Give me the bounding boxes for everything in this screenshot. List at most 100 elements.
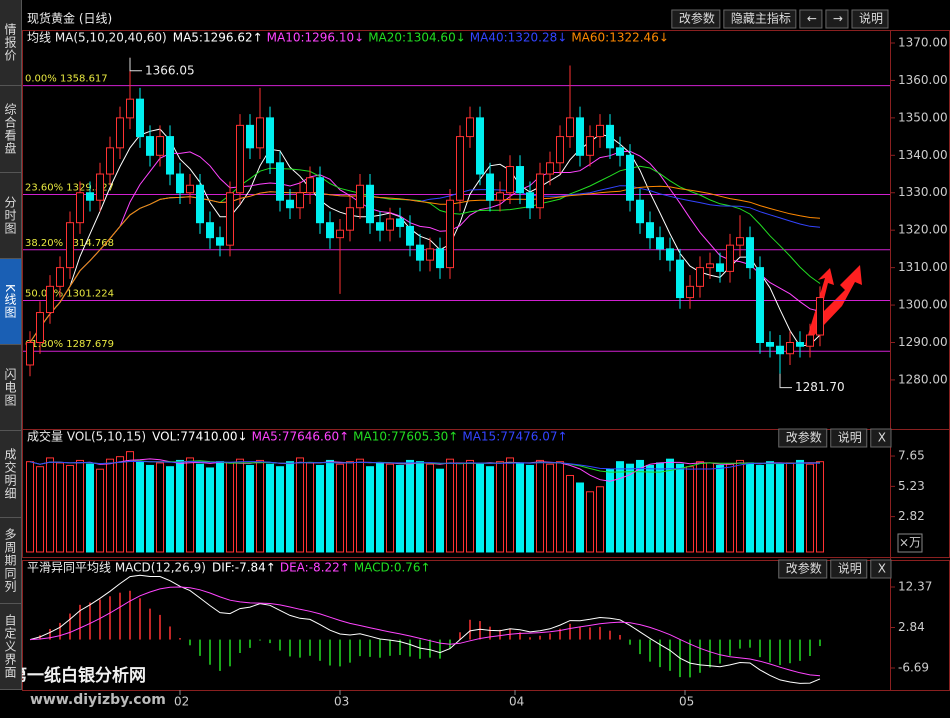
button-label[interactable]: X: [878, 562, 886, 576]
volume-bar: [336, 463, 344, 553]
button[interactable]: [870, 559, 892, 579]
candle-body: [636, 199, 644, 224]
y-tick-label: 7.65: [898, 449, 925, 463]
candle-body: [816, 297, 824, 336]
button[interactable]: [778, 559, 828, 579]
indicator-value: MA40:1320.28↓: [470, 31, 568, 45]
button-label[interactable]: 改参数: [679, 11, 715, 26]
candle-body: [216, 237, 224, 246]
candle-body: [136, 98, 144, 138]
x-tick-label: 03: [334, 695, 349, 709]
side-tab[interactable]: 分时图: [0, 173, 21, 259]
volume-bar: [456, 462, 464, 553]
fib-label: 61.80% 1287.679: [25, 339, 114, 350]
candle-body: [366, 184, 374, 224]
volume-bar: [266, 463, 274, 553]
dea-line: [29, 586, 821, 677]
volume-bar: [486, 466, 494, 553]
volume-bar: [706, 462, 714, 553]
volume-bar: [256, 459, 264, 553]
volume-bar: [216, 461, 224, 553]
sidebar: 情报价 综合看盘 分时图 K线图 闪电图 成交明细 多周期同列 自定义界面: [0, 0, 22, 690]
volume-bar: [346, 461, 354, 553]
button-label[interactable]: 说明: [838, 561, 862, 576]
watermark: 第一纸白银分析网: [10, 665, 146, 686]
side-tab[interactable]: 情报价: [0, 0, 21, 87]
volume-bar: [476, 463, 484, 553]
candle-body: [26, 342, 34, 366]
candle-body: [286, 199, 294, 209]
button[interactable]: [851, 9, 889, 29]
button-label[interactable]: 说明: [838, 430, 862, 445]
indicator-value: DEA:-8.22↑: [280, 561, 350, 575]
volume-bar: [416, 461, 424, 553]
candle-body: [276, 162, 284, 201]
indicator-name: 平滑异同平均线 MACD(12,26,9): [27, 561, 206, 575]
y-tick-label: 1360.00: [898, 73, 948, 87]
volume-bar: [506, 457, 514, 553]
button-label[interactable]: 改参数: [786, 561, 822, 576]
side-tab[interactable]: 自定义界面: [0, 604, 21, 690]
side-tab[interactable]: 成交明细: [0, 431, 21, 518]
candle-body: [746, 237, 754, 269]
side-tab[interactable]: K线图: [0, 258, 21, 345]
ma-line: [29, 150, 821, 343]
button[interactable]: [825, 9, 849, 29]
button[interactable]: [830, 559, 868, 579]
candle-body: [556, 136, 564, 164]
annotation-leader: [779, 373, 792, 389]
volume-bar: [626, 463, 634, 553]
button[interactable]: [830, 428, 868, 448]
volume-bar: [296, 457, 304, 553]
volume-bar: [756, 464, 764, 553]
button-label[interactable]: X: [878, 431, 886, 445]
y-tick-label: 12.37: [898, 580, 932, 594]
volume-bar: [56, 462, 64, 553]
candle-body: [516, 166, 524, 194]
candle-body: [446, 199, 454, 269]
volume-bar: [716, 464, 724, 553]
button[interactable]: [671, 9, 721, 29]
candle-body: [476, 117, 484, 175]
indicator-value: VOL:77410.00↓: [152, 430, 247, 444]
button-label[interactable]: 改参数: [786, 430, 822, 445]
candle-body: [676, 259, 684, 299]
side-tab[interactable]: 综合看盘: [0, 86, 21, 173]
candle-body: [126, 98, 134, 119]
candle-body: [326, 222, 334, 239]
volume-bar: [546, 463, 554, 553]
candle-body: [76, 192, 84, 224]
button-label[interactable]: 隐藏主指标: [731, 11, 791, 26]
candle-body: [406, 225, 414, 246]
side-tab[interactable]: 闪电图: [0, 345, 21, 432]
volume-bar: [206, 467, 214, 553]
indicator-value: MA20:1304.60↓: [368, 31, 466, 45]
volume-bar: [176, 459, 184, 553]
volume-bar: [326, 459, 334, 553]
button-label[interactable]: 说明: [859, 11, 883, 26]
y-tick-label: 1320.00: [898, 223, 948, 237]
volume-bar: [376, 462, 384, 553]
volume-bar: [726, 463, 734, 553]
side-tab[interactable]: 多周期同列: [0, 518, 21, 604]
button[interactable]: [778, 428, 828, 448]
button[interactable]: [723, 9, 797, 29]
button[interactable]: [799, 9, 823, 29]
volume-bar: [686, 466, 694, 553]
candle-body: [226, 192, 234, 246]
candle-body: [506, 166, 514, 194]
dif-line: [29, 574, 821, 684]
volume-bar: [366, 466, 374, 553]
button[interactable]: [870, 428, 892, 448]
button-label[interactable]: ←: [807, 12, 817, 26]
indicator-value: MA10:77605.30↑: [353, 430, 458, 444]
candle-body: [796, 342, 804, 347]
y-tick-label: 1370.00: [898, 35, 948, 49]
volume-bar: [246, 464, 254, 553]
candle-body: [266, 117, 274, 164]
indicator-value: MA5:77646.60↑: [252, 430, 350, 444]
button-label[interactable]: →: [833, 12, 843, 26]
volume-bar: [666, 458, 674, 553]
volume-bar: [136, 461, 144, 553]
